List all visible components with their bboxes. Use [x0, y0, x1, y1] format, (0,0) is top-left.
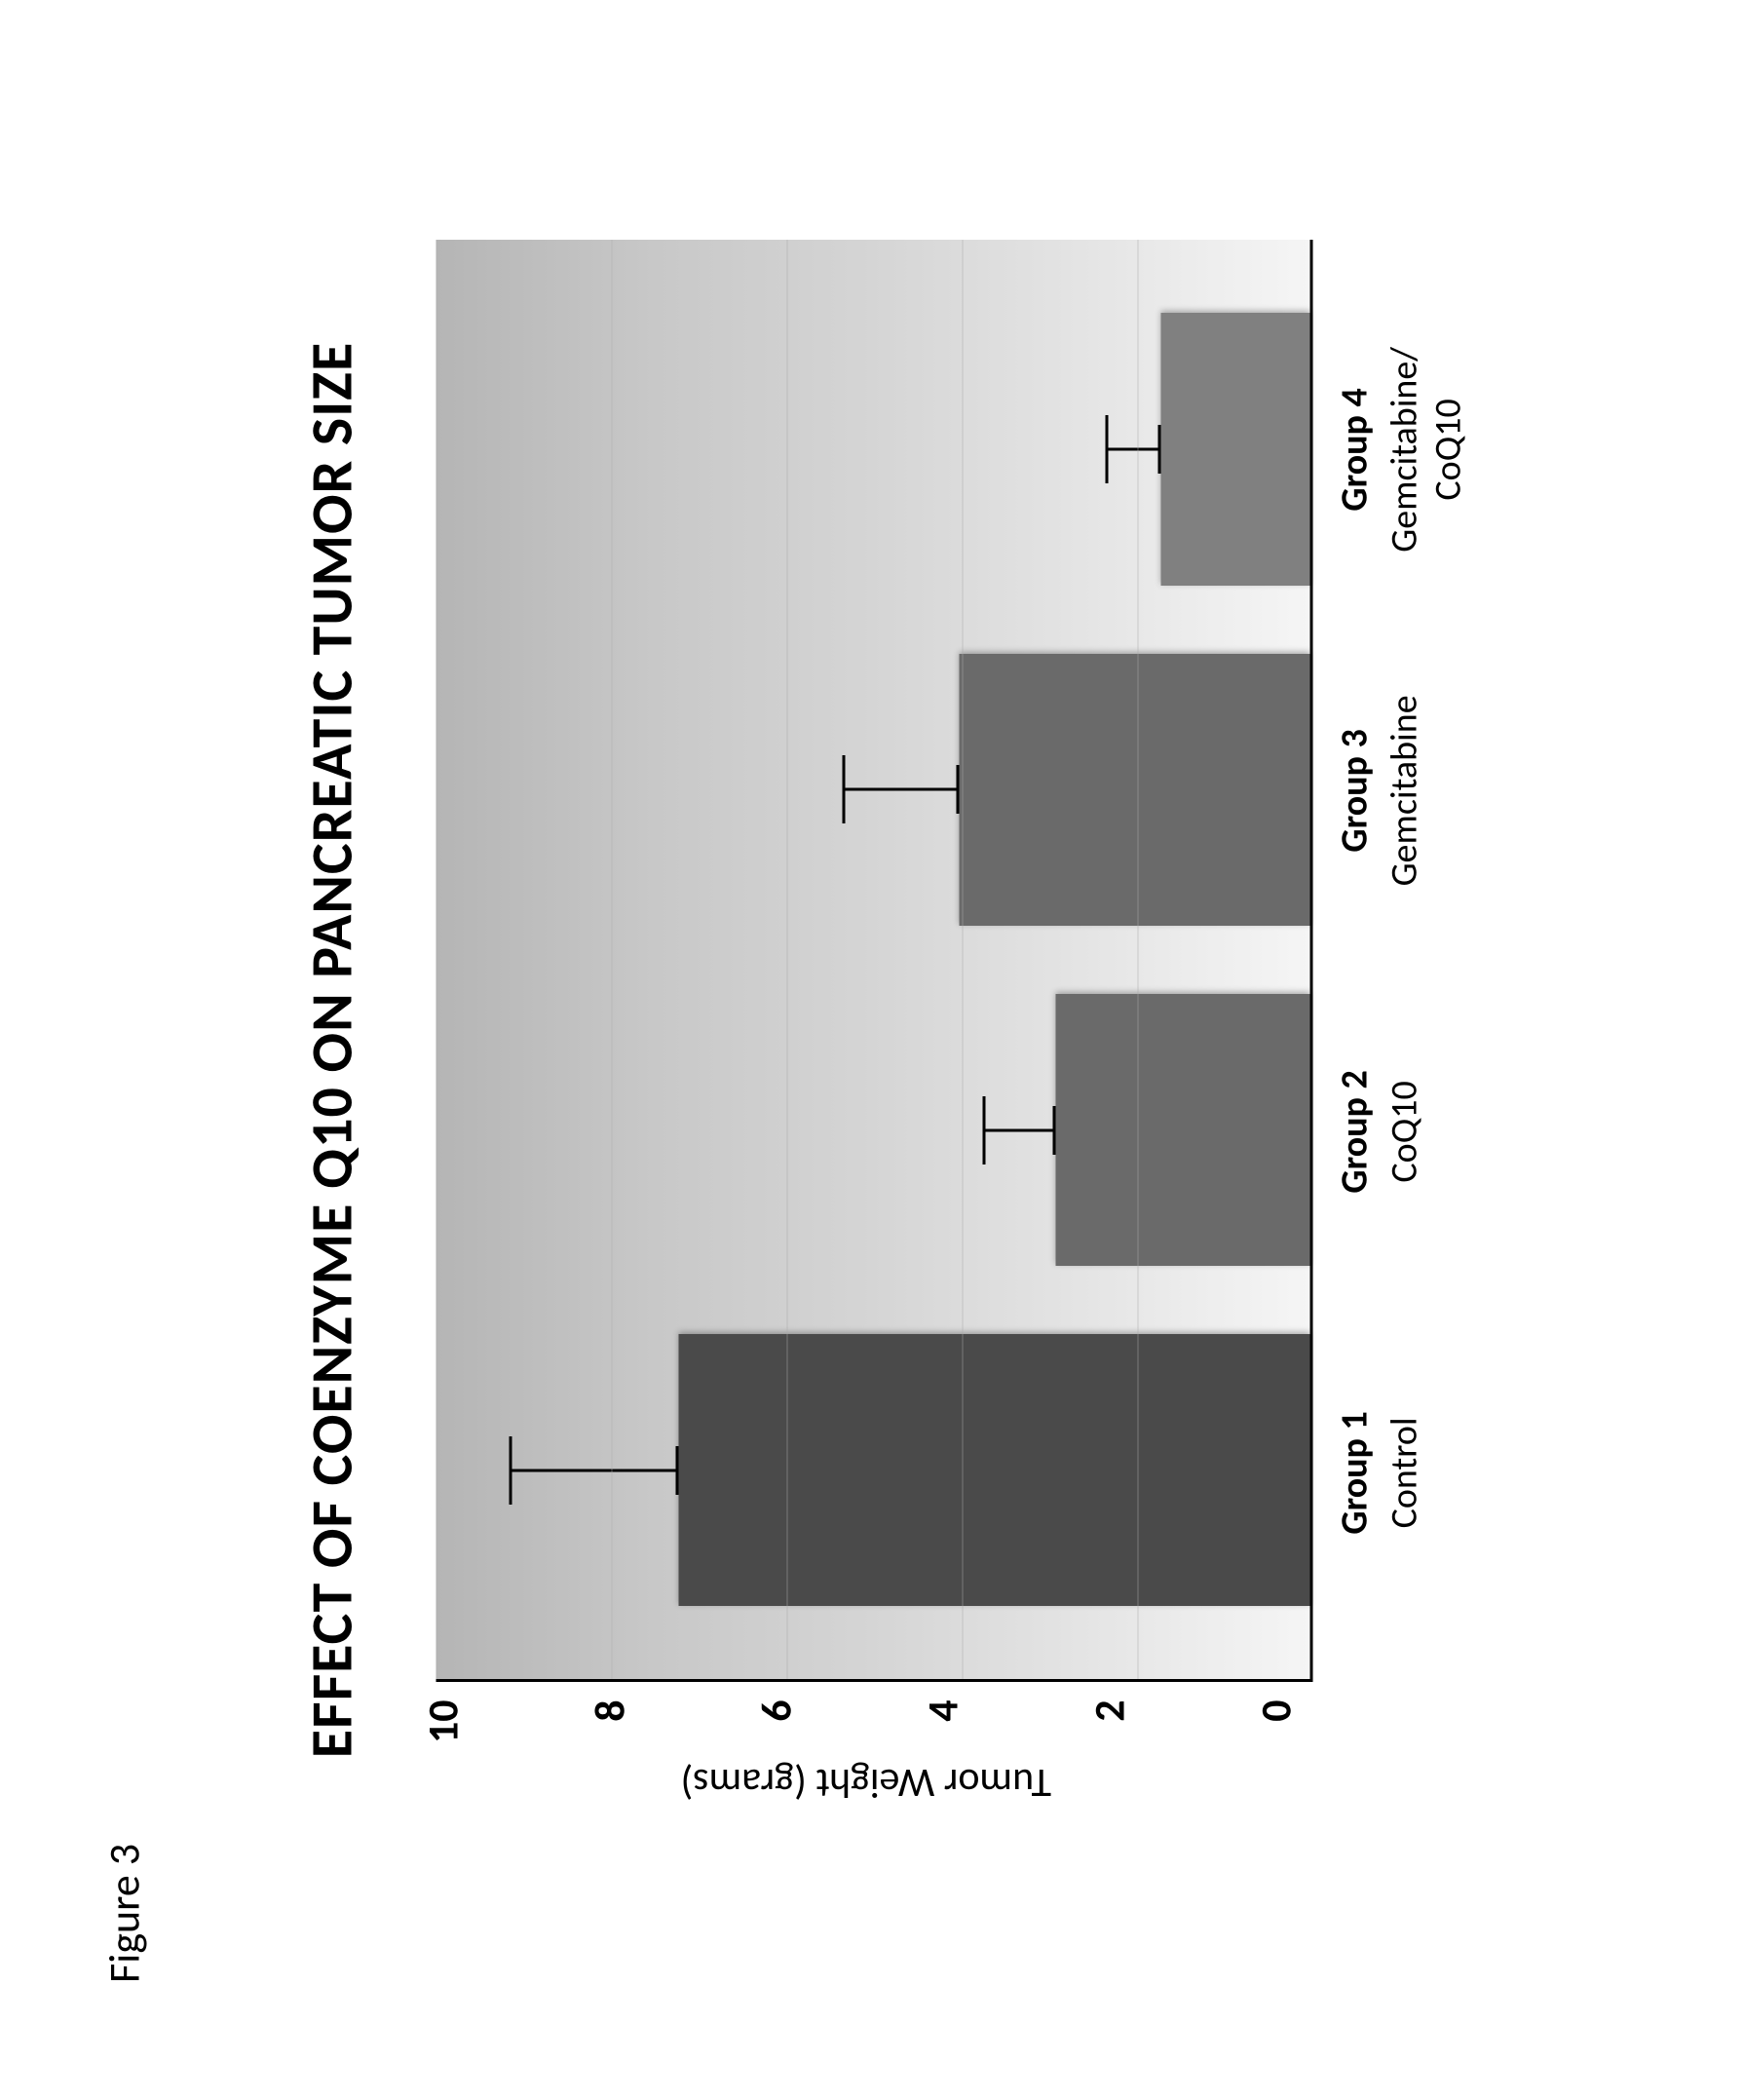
bar-group	[436, 960, 1309, 1300]
gridline	[611, 240, 612, 1679]
x-group-label: Gemcitabine/CoQ10	[1383, 279, 1471, 620]
bar	[1055, 994, 1309, 1266]
gridline	[1137, 240, 1138, 1679]
figure-label: Figure 3	[97, 117, 150, 1983]
error-cap-top	[509, 1436, 512, 1505]
chart-right-column: Group 1 Control Group 2 CoQ10 Group 3 Ge…	[436, 240, 1471, 1682]
x-axis: Group 1 Control Group 2 CoQ10 Group 3 Ge…	[1312, 240, 1471, 1682]
y-tick: 0	[1255, 1699, 1298, 1743]
x-label-group: Group 3 Gemcitabine	[1332, 620, 1471, 961]
y-axis-label: Tumor Weight (grams)	[680, 1758, 1050, 1808]
bar-group	[436, 1300, 1309, 1640]
y-tick: 6	[754, 1699, 797, 1743]
chart-container: Tumor Weight (grams) 10 8 6 4 2 0 Group …	[436, 195, 1471, 1808]
x-label-group: Group 4 Gemcitabine/CoQ10	[1332, 279, 1471, 620]
error-cap-top	[1105, 415, 1108, 483]
gridline	[962, 240, 963, 1679]
error-cap-top	[842, 755, 845, 823]
x-group-bold: Group 4	[1332, 279, 1377, 620]
x-label-group: Group 2 CoQ10	[1332, 961, 1471, 1302]
page-wrapper: Figure 3 EFFECT OF COENZYME Q10 ON PANCR…	[0, 0, 1744, 2100]
chart-title: EFFECT OF COENZYME Q10 ON PANCREATIC TUM…	[296, 117, 367, 1983]
x-group-bold: Group 1	[1332, 1302, 1377, 1643]
x-group-label: CoQ10	[1383, 961, 1427, 1302]
bars-container	[436, 240, 1309, 1679]
error-bar	[845, 788, 959, 791]
x-group-bold: Group 2	[1332, 961, 1377, 1302]
y-tick: 4	[922, 1699, 965, 1743]
error-cap-top	[982, 1096, 985, 1165]
error-bar	[1108, 448, 1160, 451]
x-group-label: Control	[1383, 1302, 1427, 1643]
error-bar	[512, 1469, 678, 1471]
bar	[678, 1334, 1309, 1606]
x-label-group: Group 1 Control	[1332, 1302, 1471, 1643]
x-group-bold: Group 3	[1332, 620, 1377, 961]
bar	[1160, 313, 1309, 585]
error-bar	[985, 1128, 1055, 1131]
gridline	[786, 240, 787, 1679]
bar-group	[436, 620, 1309, 960]
bar-group	[436, 279, 1309, 619]
x-group-label: Gemcitabine	[1383, 620, 1427, 961]
y-axis: 10 8 6 4 2 0	[421, 1682, 1298, 1743]
y-tick: 8	[588, 1699, 630, 1743]
y-tick: 2	[1088, 1699, 1131, 1743]
bar	[959, 654, 1309, 926]
y-tick: 10	[421, 1699, 464, 1743]
plot-area	[436, 240, 1312, 1682]
